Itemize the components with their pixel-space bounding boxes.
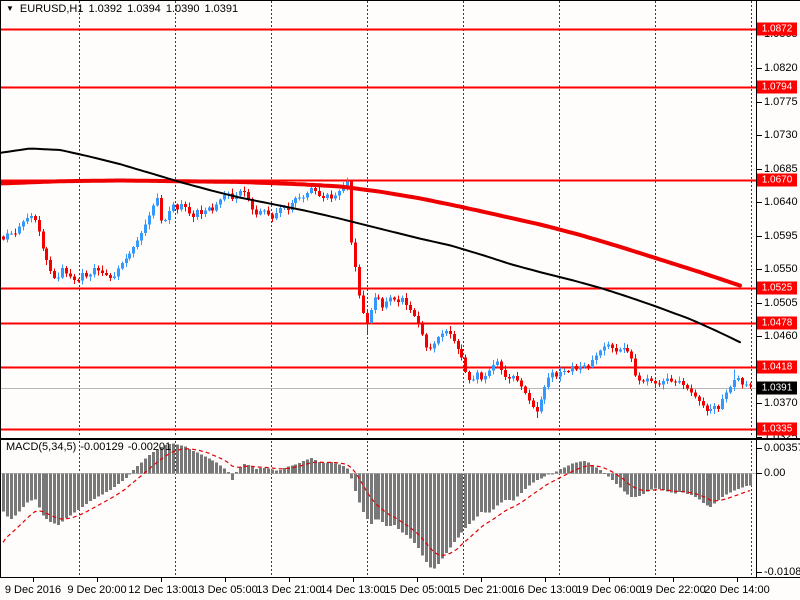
level-price-tag: 1.0335	[757, 422, 797, 436]
price-axis-tick: 1.0685	[764, 162, 798, 175]
current-price-tag: 1.0391	[757, 381, 797, 395]
separator-main-macd	[0, 438, 800, 440]
level-price-tag: 1.0418	[757, 360, 797, 374]
macd-label: MACD(5,34,5)	[6, 441, 77, 453]
border-top	[0, 0, 800, 1]
time-axis-label: 20 Dec 14:00	[704, 584, 770, 596]
time-axis-label: 15 Dec 05:00	[384, 584, 450, 596]
price-axis-tick: 1.0730	[764, 129, 798, 142]
border-left	[0, 0, 1, 578]
quote-close: 1.0391	[204, 3, 239, 15]
quote-low: 1.0390	[165, 3, 200, 15]
price-axis-tick: 1.0505	[764, 296, 798, 309]
time-axis-label: 19 Dec 06:00	[576, 584, 642, 596]
time-axis-label: 13 Dec 21:00	[256, 584, 322, 596]
level-price-tag: 1.0794	[757, 80, 797, 94]
price-axis-tick: 1.0550	[764, 263, 798, 276]
price-axis-tick: 1.0370	[764, 397, 798, 410]
time-axis-label: 13 Dec 05:00	[192, 584, 258, 596]
level-price-tag: 1.0872	[757, 22, 797, 36]
time-axis-label: 14 Dec 13:00	[320, 584, 386, 596]
separator-price-axis	[756, 0, 757, 578]
macd-axis-tick: 0.00	[764, 467, 786, 479]
time-axis-label: 19 Dec 22:00	[640, 584, 706, 596]
macd-indicator-title: MACD(5,34,5) -0.00129 -0.00201	[6, 441, 171, 453]
price-axis-tick: 1.0775	[764, 95, 798, 108]
time-axis-label: 15 Dec 21:00	[448, 584, 514, 596]
separator-time-axis	[0, 577, 800, 578]
time-axis-label: 16 Dec 13:00	[512, 584, 578, 596]
macd-axis-tick: -0.01086	[764, 566, 800, 578]
chart-marker-icon: ▼	[6, 4, 14, 13]
level-price-tag: 1.0525	[757, 281, 797, 295]
level-price-tag: 1.0670	[757, 173, 797, 187]
price-axis-tick: 1.0595	[764, 229, 798, 242]
price-axis-tick: 1.0460	[764, 330, 798, 343]
quote-open: 1.0392	[88, 3, 123, 15]
time-axis-label: 9 Dec 2016	[4, 584, 62, 596]
chart-title: ▼ EURUSD,H1 1.0392 1.0394 1.0390 1.0391	[6, 3, 238, 15]
quote-high: 1.0394	[127, 3, 161, 15]
macd-signal-value: -0.00201	[127, 441, 172, 453]
macd-axis-tick: 0.00357	[764, 442, 800, 454]
level-price-tag: 1.0478	[757, 316, 797, 330]
time-axis-label: 12 Dec 13:00	[128, 584, 194, 596]
macd-main-value: -0.00129	[80, 441, 124, 453]
time-axis-label: 9 Dec 20:00	[67, 584, 127, 596]
symbol-period-label: EURUSD,H1	[19, 3, 84, 15]
price-axis-tick: 1.0640	[764, 196, 798, 209]
price-axis-tick: 1.0820	[764, 62, 798, 74]
